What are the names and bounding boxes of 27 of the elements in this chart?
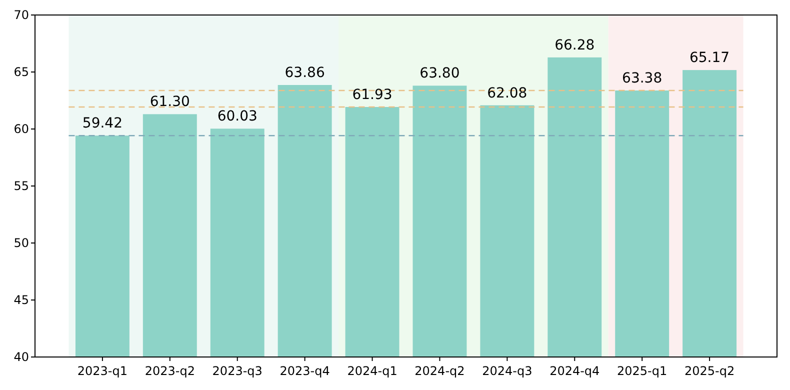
x-tick-label: 2024-q2 — [414, 364, 465, 378]
data-label: 63.38 — [622, 70, 662, 86]
x-tick-label: 2023-q4 — [280, 364, 330, 378]
x-tick-label: 2023-q1 — [77, 364, 128, 378]
data-label: 65.17 — [690, 50, 730, 66]
y-tick-label: 70 — [14, 8, 29, 22]
y-tick-label: 60 — [14, 122, 29, 136]
x-tick-label: 2024-q1 — [347, 364, 398, 378]
y-tick-label: 45 — [14, 293, 29, 308]
data-label: 62.08 — [487, 85, 528, 102]
data-label: 61.30 — [150, 94, 190, 110]
data-label: 63.80 — [420, 66, 460, 82]
data-label: 59.42 — [82, 116, 122, 132]
data-label: 63.86 — [284, 64, 325, 81]
y-tick-label: 55 — [14, 179, 29, 194]
y-tick-label: 65 — [14, 65, 29, 80]
data-label: 60.03 — [217, 108, 258, 125]
data-label: 66.28 — [554, 37, 595, 54]
x-tick-label: 2024-q3 — [482, 364, 532, 378]
x-tick-label: 2023-q3 — [212, 364, 262, 378]
x-tick-label: 2025-q2 — [684, 364, 735, 378]
y-tick-label: 40 — [14, 350, 29, 364]
y-tick-label: 50 — [14, 236, 29, 250]
x-tick-label: 2024-q4 — [550, 364, 600, 378]
x-tick-label: 2025-q1 — [617, 364, 668, 378]
x-tick-label: 2023-q2 — [144, 364, 195, 378]
data-label: 61.93 — [352, 87, 392, 103]
